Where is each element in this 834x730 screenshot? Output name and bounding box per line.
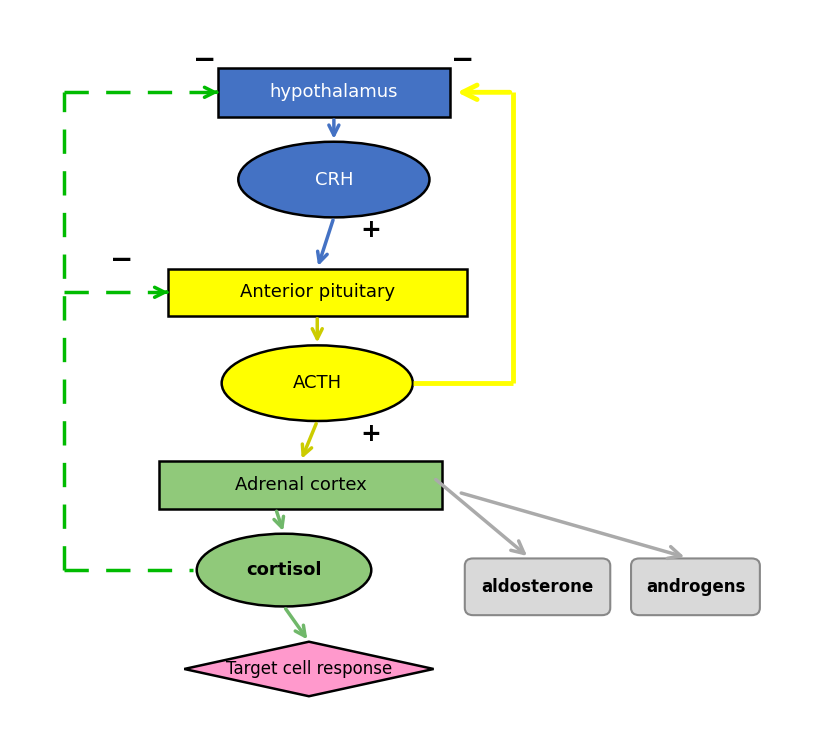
- FancyArrowPatch shape: [303, 423, 316, 456]
- Text: aldosterone: aldosterone: [481, 578, 594, 596]
- FancyArrowPatch shape: [329, 120, 339, 135]
- FancyBboxPatch shape: [168, 269, 467, 316]
- Text: −: −: [193, 45, 217, 74]
- Text: Adrenal cortex: Adrenal cortex: [234, 476, 366, 494]
- Text: ACTH: ACTH: [293, 374, 342, 392]
- FancyArrowPatch shape: [318, 220, 333, 262]
- Text: androgens: androgens: [646, 578, 745, 596]
- Text: hypothalamus: hypothalamus: [269, 83, 398, 101]
- Text: CRH: CRH: [314, 171, 353, 188]
- Text: +: +: [361, 422, 382, 446]
- Text: Target cell response: Target cell response: [226, 660, 392, 678]
- FancyArrowPatch shape: [274, 511, 284, 527]
- Ellipse shape: [222, 345, 413, 421]
- Text: −: −: [110, 245, 133, 274]
- Text: Anterior pituitary: Anterior pituitary: [239, 283, 394, 301]
- FancyBboxPatch shape: [159, 461, 442, 509]
- FancyArrowPatch shape: [204, 88, 217, 97]
- FancyBboxPatch shape: [218, 68, 450, 117]
- Text: cortisol: cortisol: [246, 561, 322, 579]
- Polygon shape: [184, 642, 434, 696]
- Text: +: +: [361, 218, 382, 242]
- Text: −: −: [451, 45, 475, 74]
- FancyArrowPatch shape: [312, 319, 322, 339]
- FancyArrowPatch shape: [154, 288, 167, 297]
- FancyArrowPatch shape: [463, 85, 510, 99]
- FancyArrowPatch shape: [285, 609, 305, 637]
- Ellipse shape: [197, 534, 371, 607]
- Ellipse shape: [239, 142, 430, 218]
- FancyBboxPatch shape: [631, 558, 760, 615]
- FancyBboxPatch shape: [465, 558, 610, 615]
